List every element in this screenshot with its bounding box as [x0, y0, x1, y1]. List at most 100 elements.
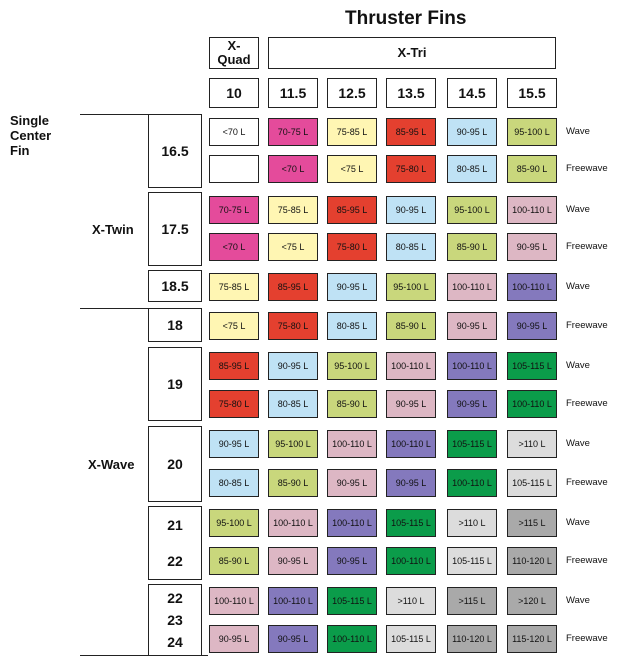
volume-cell: 90-95 L — [268, 547, 318, 575]
volume-cell: 90-95 L — [507, 312, 557, 340]
volume-cell: 75-85 L — [268, 196, 318, 224]
volume-cell: 110-120 L — [447, 625, 497, 653]
volume-cell: >110 L — [447, 509, 497, 537]
volume-cell: >115 L — [507, 509, 557, 537]
volume-cell: 95-100 L — [386, 273, 436, 301]
volume-cell: 80-85 L — [268, 390, 318, 418]
x-quad-header: X- Quad — [209, 37, 259, 69]
volume-cell: 100-110 L — [507, 390, 557, 418]
chart-title: Thruster Fins — [345, 8, 466, 30]
volume-cell: 105-115 L — [386, 625, 436, 653]
volume-cell: 85-95 L — [209, 352, 259, 380]
volume-cell: >110 L — [507, 430, 557, 458]
volume-cell: 85-95 L — [268, 273, 318, 301]
wave-type-label: Freewave — [566, 241, 608, 252]
surf-size-label: 22 — [167, 587, 183, 609]
surf-size-box: 19 — [148, 347, 202, 421]
surf-size-label: 20 — [167, 453, 183, 475]
wave-type-label: Wave — [566, 281, 590, 292]
volume-cell: 105-115 L — [507, 469, 557, 497]
volume-cell: <75 L — [209, 312, 259, 340]
fin-size-header: 12.5 — [327, 78, 377, 108]
volume-cell: 80-85 L — [447, 155, 497, 183]
wave-type-label: Freewave — [566, 555, 608, 566]
volume-cell: 90-95 L — [268, 352, 318, 380]
volume-cell — [209, 155, 259, 183]
volume-cell: 80-85 L — [386, 233, 436, 261]
fin-size-header: 11.5 — [268, 78, 318, 108]
volume-cell: 100-110 L — [209, 587, 259, 615]
volume-cell: <75 L — [268, 233, 318, 261]
volume-cell: 70-75 L — [209, 196, 259, 224]
wave-type-label: Wave — [566, 595, 590, 606]
volume-cell: 90-95 L — [268, 625, 318, 653]
volume-cell: 80-85 L — [327, 312, 377, 340]
x-quad-label: X- Quad — [217, 39, 250, 67]
volume-cell: 85-90 L — [327, 390, 377, 418]
volume-cell: 115-120 L — [507, 625, 557, 653]
x-tri-label: X-Tri — [398, 46, 427, 60]
wave-type-label: Wave — [566, 126, 590, 137]
volume-cell: 105-115 L — [507, 352, 557, 380]
surf-size-box: 16.5 — [148, 114, 202, 188]
volume-cell: 90-95 L — [327, 273, 377, 301]
volume-cell: 90-95 L — [386, 469, 436, 497]
volume-cell: 75-80 L — [209, 390, 259, 418]
volume-cell: 100-110 L — [447, 352, 497, 380]
volume-cell: <70 L — [268, 155, 318, 183]
volume-cell: 110-120 L — [507, 547, 557, 575]
volume-cell: 75-80 L — [386, 155, 436, 183]
x-twin-label: X-Twin — [92, 222, 134, 237]
wave-type-label: Freewave — [566, 163, 608, 174]
wave-type-label: Wave — [566, 517, 590, 528]
volume-cell: 90-95 L — [386, 196, 436, 224]
fin-size-header: 14.5 — [447, 78, 497, 108]
volume-cell: <75 L — [327, 155, 377, 183]
surf-size-box: 21 22 — [148, 506, 202, 580]
surf-size-label: 19 — [167, 373, 183, 395]
surf-size-label: 16.5 — [161, 140, 188, 162]
wave-type-label: Wave — [566, 438, 590, 449]
volume-cell: 90-95 L — [327, 547, 377, 575]
surf-size-label: 22 — [167, 550, 183, 572]
volume-cell: 95-100 L — [327, 352, 377, 380]
volume-cell: 100-110 L — [327, 430, 377, 458]
volume-cell: 75-85 L — [209, 273, 259, 301]
surf-size-label: 23 — [167, 609, 183, 631]
volume-cell: 85-90 L — [447, 233, 497, 261]
surf-size-box: 17.5 — [148, 192, 202, 266]
volume-cell: 85-90 L — [268, 469, 318, 497]
x-wave-label: X-Wave — [88, 457, 134, 472]
x-tri-header: X-Tri — [268, 37, 556, 69]
volume-cell: 100-110 L — [268, 509, 318, 537]
volume-cell: 100-110 L — [386, 430, 436, 458]
separator-line-single — [80, 114, 148, 115]
volume-cell: <70 L — [209, 118, 259, 146]
volume-cell: 95-100 L — [268, 430, 318, 458]
volume-cell: 90-95 L — [209, 625, 259, 653]
volume-cell: 100-110 L — [386, 352, 436, 380]
fin-size-header: 10 — [209, 78, 259, 108]
wave-type-label: Wave — [566, 204, 590, 215]
volume-cell: 95-100 L — [507, 118, 557, 146]
volume-cell: 85-90 L — [209, 547, 259, 575]
volume-cell: 100-110 L — [327, 509, 377, 537]
volume-cell: >115 L — [447, 587, 497, 615]
surf-size-box: 18 — [148, 308, 202, 342]
volume-cell: 100-110 L — [327, 625, 377, 653]
surf-size-label: 21 — [167, 514, 183, 536]
volume-cell: >110 L — [386, 587, 436, 615]
volume-cell: 100-110 L — [268, 587, 318, 615]
volume-cell: 95-100 L — [209, 509, 259, 537]
volume-cell: 105-115 L — [386, 509, 436, 537]
volume-cell: >120 L — [507, 587, 557, 615]
volume-cell: 80-85 L — [209, 469, 259, 497]
surf-size-label: 18.5 — [161, 275, 188, 297]
fin-size-header: 15.5 — [507, 78, 557, 108]
wave-type-label: Freewave — [566, 477, 608, 488]
volume-cell: 90-95 L — [209, 430, 259, 458]
volume-cell: 100-110 L — [507, 196, 557, 224]
volume-cell: 100-110 L — [447, 469, 497, 497]
volume-cell: 100-110 L — [447, 273, 497, 301]
volume-cell: 75-80 L — [268, 312, 318, 340]
